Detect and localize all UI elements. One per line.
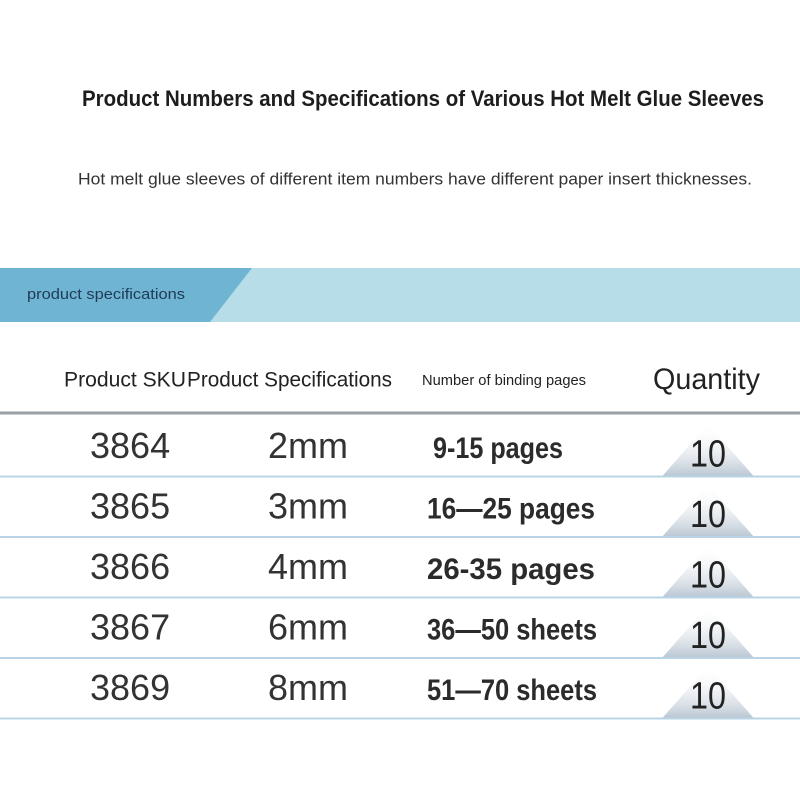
column-header: Quantity <box>653 363 760 396</box>
sku-cell: 3865 <box>90 485 170 526</box>
quantity-cell: 10 <box>690 433 726 475</box>
quantity-arrow <box>662 545 754 598</box>
column-header: Product SKU <box>64 369 186 392</box>
spec-cell: 2mm <box>268 425 348 466</box>
pages-cell: 16—25 pages <box>427 493 595 526</box>
subtitle: Hot melt glue sleeves of different item … <box>78 169 752 188</box>
pages-cell: 26-35 pages <box>427 553 595 586</box>
quantity-decoration <box>662 424 754 719</box>
spec-cell: 8mm <box>268 667 348 708</box>
quantity-cell: 10 <box>690 554 726 596</box>
quantity-arrow <box>662 424 754 477</box>
sku-cell: 3864 <box>90 425 170 466</box>
spec-cell: 4mm <box>268 546 348 587</box>
spec-cell: 6mm <box>268 606 348 647</box>
column-header: Product Specifications <box>187 369 392 392</box>
quantity-arrow <box>662 666 754 719</box>
sku-cell: 3867 <box>90 606 170 647</box>
pages-cell: 51—70 sheets <box>427 674 597 707</box>
spec-table: Product SKU Product Specifications Number … <box>0 363 800 720</box>
column-header: Number of binding pages <box>422 372 586 389</box>
quantity-cell: 10 <box>690 494 726 536</box>
pages-cell: 36—50 sheets <box>427 614 597 647</box>
sku-cell: 3869 <box>90 667 170 708</box>
quantity-cell: 10 <box>690 615 726 657</box>
banner-tab <box>0 268 252 322</box>
title: Product Numbers and Specifications of Va… <box>82 86 764 111</box>
banner-label: product specifications <box>27 286 185 303</box>
spec-cell: 3mm <box>268 485 348 526</box>
sku-cell: 3866 <box>90 546 170 587</box>
quantity-cell: 10 <box>690 675 726 717</box>
pages-cell: 9-15 pages <box>433 432 563 465</box>
quantity-arrow <box>662 484 754 537</box>
quantity-arrow <box>662 605 754 658</box>
